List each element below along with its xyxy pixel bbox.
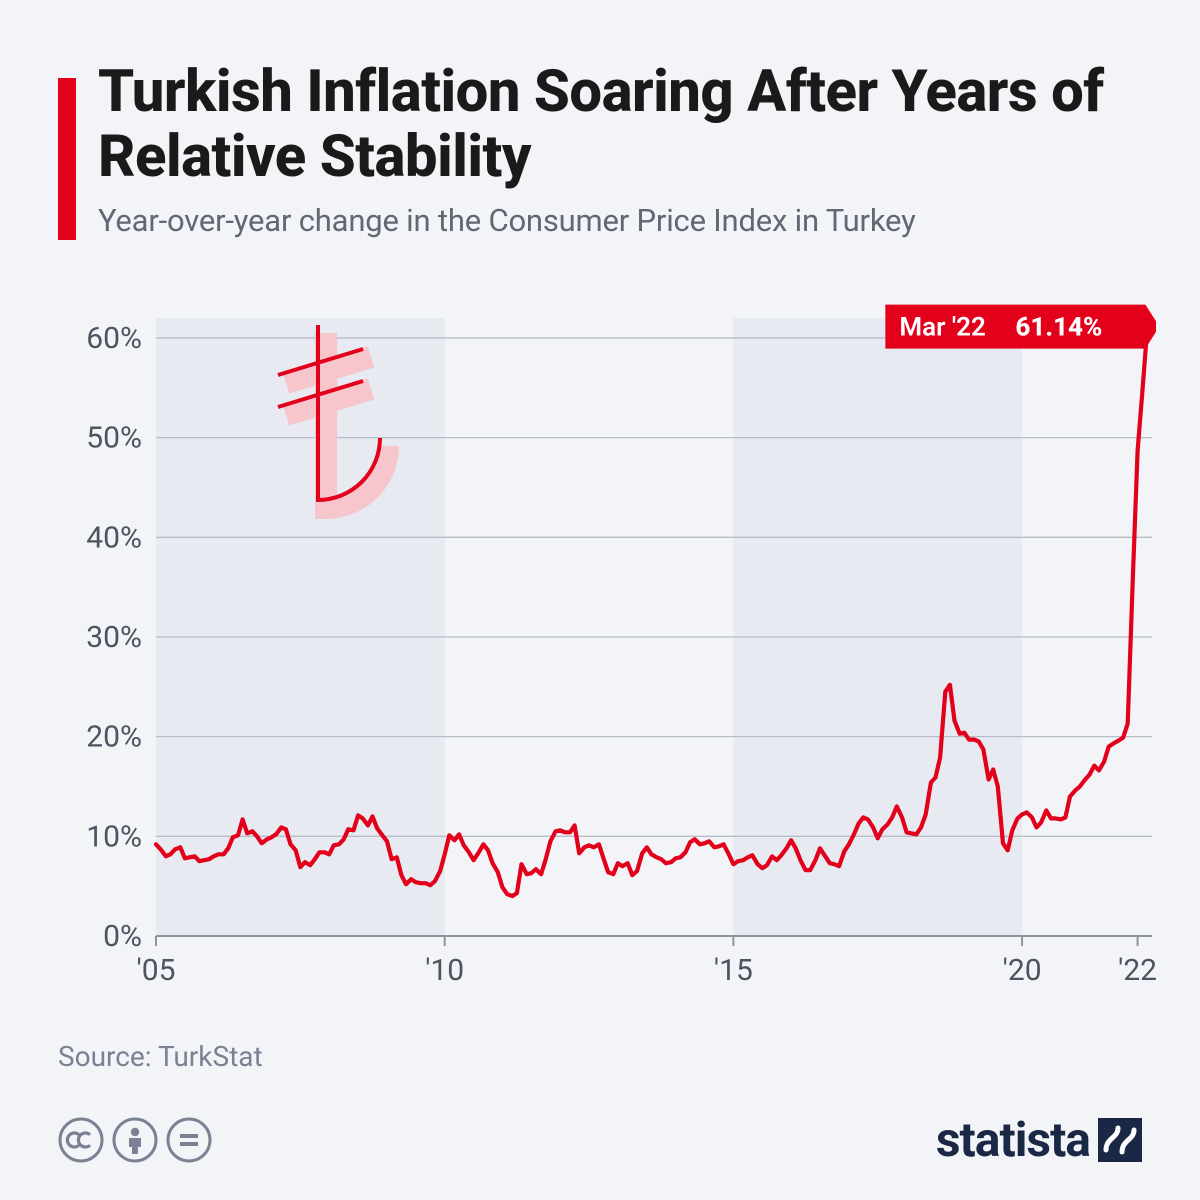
source-attribution: Source: TurkStat bbox=[58, 1040, 263, 1073]
svg-text:0%: 0% bbox=[103, 919, 142, 954]
chart-area: 0% 10% 20% 30% 40% 50% 60% '05 '10 '15 '20 '22 Mar '… bbox=[58, 300, 1156, 1000]
source-prefix: Source: bbox=[58, 1040, 158, 1073]
svg-text:'05: '05 bbox=[137, 953, 176, 988]
cc-icon bbox=[58, 1117, 104, 1163]
brand-mark-icon bbox=[1096, 1116, 1144, 1164]
svg-text:60%: 60% bbox=[86, 321, 142, 356]
nd-icon bbox=[166, 1117, 212, 1163]
svg-text:50%: 50% bbox=[86, 421, 142, 456]
brand-logo: statista bbox=[936, 1111, 1144, 1168]
line-chart: 0% 10% 20% 30% 40% 50% 60% '05 '10 '15 '20 '22 Mar '… bbox=[58, 300, 1156, 1000]
svg-text:Mar '22: Mar '22 bbox=[899, 313, 986, 343]
source-name: TurkStat bbox=[158, 1040, 263, 1073]
svg-text:30%: 30% bbox=[86, 620, 142, 655]
svg-text:10%: 10% bbox=[86, 819, 142, 854]
svg-text:'10: '10 bbox=[425, 953, 464, 988]
svg-text:20%: 20% bbox=[86, 720, 142, 755]
footer: statista bbox=[58, 1111, 1144, 1168]
brand-name: statista bbox=[936, 1111, 1090, 1168]
chart-subtitle: Year-over-year change in the Consumer Pr… bbox=[98, 202, 1130, 239]
svg-text:40%: 40% bbox=[86, 520, 142, 555]
by-icon bbox=[112, 1117, 158, 1163]
license-icons bbox=[58, 1117, 212, 1163]
accent-bar bbox=[58, 78, 76, 240]
svg-text:61.14%: 61.14% bbox=[1015, 313, 1102, 343]
svg-text:'15: '15 bbox=[714, 953, 753, 988]
svg-text:'20: '20 bbox=[1003, 953, 1042, 988]
header: Turkish Inflation Soaring After Years of… bbox=[0, 0, 1200, 249]
svg-text:'22: '22 bbox=[1118, 953, 1156, 988]
chart-title: Turkish Inflation Soaring After Years of… bbox=[98, 60, 1130, 190]
